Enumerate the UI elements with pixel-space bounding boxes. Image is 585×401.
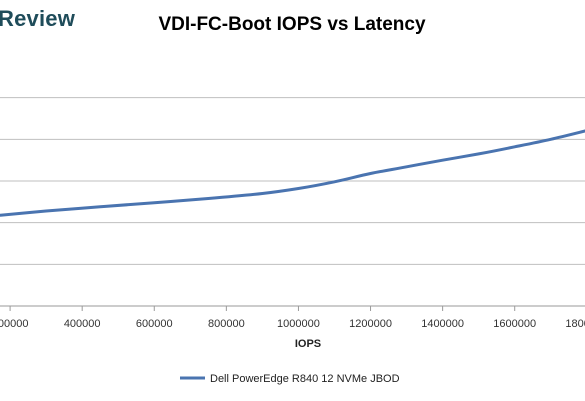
x-tick-label: 1800000	[565, 318, 585, 330]
x-tick-label: 600000	[136, 318, 173, 330]
x-axis: 200000 400000 600000 800000 1000000 1200000 14…	[0, 305, 585, 330]
brand-logo-text: Review	[0, 6, 76, 31]
x-axis-label: IOPS	[295, 338, 321, 350]
legend: Dell PowerEdge R840 12 NVMe JBOD	[180, 373, 400, 385]
x-tick-label: 1000000	[277, 318, 320, 330]
x-tick-label: 1600000	[493, 318, 536, 330]
x-tick-label: 1200000	[349, 318, 392, 330]
chart-title: VDI-FC-Boot IOPS vs Latency	[158, 14, 426, 35]
x-tick-label: 800000	[208, 318, 245, 330]
x-tick-label: 400000	[64, 318, 101, 330]
x-tick-label: 200000	[0, 318, 28, 330]
legend-label: Dell PowerEdge R840 12 NVMe JBOD	[210, 373, 400, 385]
x-tick-label: 1400000	[421, 318, 464, 330]
series-line-1	[0, 129, 585, 217]
series-layer	[0, 129, 585, 217]
gridlines	[0, 97, 585, 265]
